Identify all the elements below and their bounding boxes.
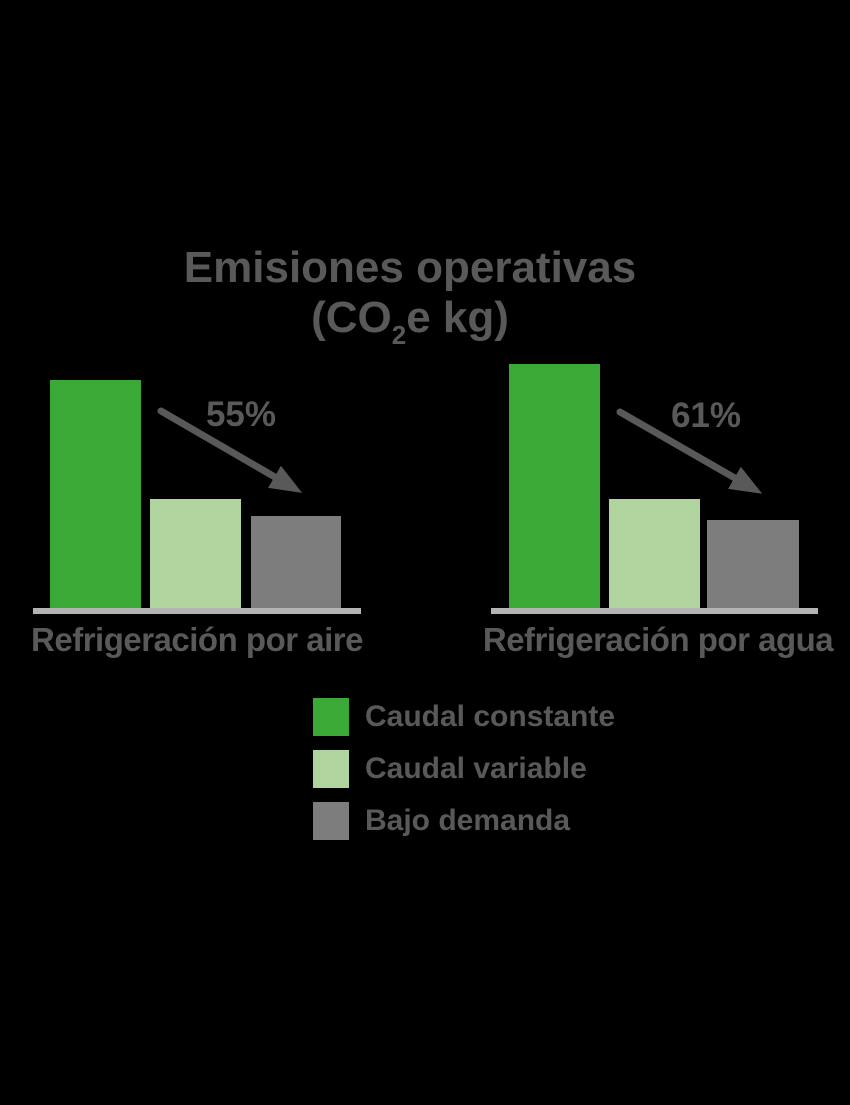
- chart-title: Emisiones operativas (CO2e kg): [110, 243, 710, 350]
- bar-caudal-variable-agua: [609, 499, 700, 608]
- legend-label-caudal-constante: Caudal constante: [365, 700, 616, 733]
- bar-caudal-constante-aire: [50, 380, 141, 608]
- x-axis-label-agua: Refrigeración por agua: [482, 621, 834, 658]
- reduction-percent-aire: 55%: [205, 395, 277, 434]
- x-axis-line-agua: [491, 608, 818, 614]
- legend-swatch-caudal-variable: [313, 750, 349, 788]
- legend-label-bajo-demanda: Bajo demanda: [365, 804, 571, 837]
- chart-title-co-prefix: (CO: [311, 293, 392, 342]
- x-axis-label-aire: Refrigeración por aire: [31, 621, 363, 658]
- legend-swatch-bajo-demanda: [313, 802, 349, 840]
- chart-title-line1: Emisiones operativas: [183, 243, 637, 292]
- chart-title-line2: (CO2e kg): [110, 293, 710, 350]
- legend-label-caudal-variable: Caudal variable: [365, 752, 587, 785]
- bar-caudal-constante-agua: [509, 364, 600, 608]
- chart-title-co2-subscript: 2: [391, 320, 407, 350]
- x-axis-line-aire: [33, 608, 361, 614]
- bar-bajo-demanda-aire: [251, 516, 341, 608]
- reduction-percent-agua: 61%: [670, 396, 742, 435]
- legend-swatch-caudal-constante: [313, 698, 349, 736]
- bar-caudal-variable-aire: [150, 499, 241, 608]
- bar-bajo-demanda-agua: [707, 520, 799, 608]
- chart-title-co-suffix: e kg): [406, 293, 509, 342]
